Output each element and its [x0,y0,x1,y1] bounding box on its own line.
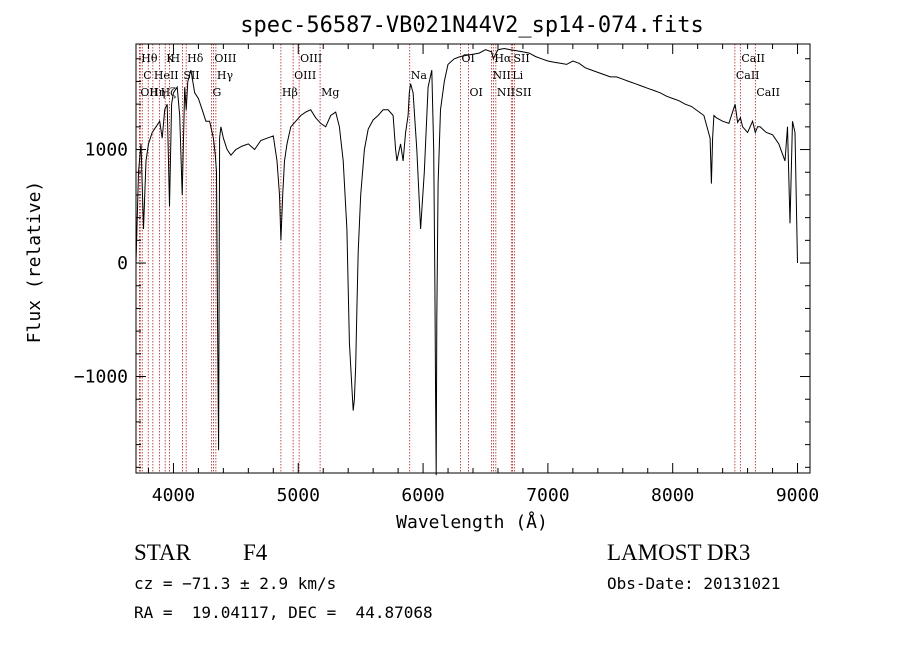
line-marker-label: Hη [149,86,165,99]
x-axis-ticks: 4000 5000 6000 7000 8000 9000 [147,44,819,506]
line-marker-label: Hα [494,52,512,65]
line-marker-label: Na [411,69,428,82]
line-marker-label: Mg [321,86,339,99]
line-marker-label: SII [513,52,529,65]
y-axis-label: Flux (relative) [24,181,45,344]
y-tick-label: −1000 [74,367,128,388]
line-marker-label: OI [470,86,483,99]
line-marker-label: K [166,52,175,65]
observation-date: Obs-Date: 20131021 [607,574,781,593]
x-tick-label: 6000 [401,485,444,506]
line-marker-label: HeII [154,69,179,82]
x-tick-label: 8000 [651,485,694,506]
y-axis-ticks: −1000 0 1000 [74,58,810,468]
plot-frame [135,43,811,474]
line-marker-label: OIII [300,52,322,65]
line-marker-label: OIII [294,69,316,82]
line-marker-label: NII [497,86,515,99]
redshift-value: cz = −71.3 ± 2.9 km/s [134,574,337,593]
line-marker-label: Hγ [217,69,234,82]
x-tick-label: 5000 [277,485,320,506]
line-marker-label: Li [512,69,523,82]
line-marker-label: H [170,52,180,65]
line-marker-label: CaII [736,69,760,82]
line-marker-label: Hθ [141,52,158,65]
line-marker-label: OIII [214,52,236,65]
emission-line-markers [138,44,756,473]
line-marker-label: G [213,86,222,99]
line-marker-label: Hβ [282,86,298,99]
line-marker-label: CaII [756,86,780,99]
line-marker-label: C [143,69,151,82]
line-marker-label: SII [515,86,531,99]
line-marker-label: OII [140,86,158,99]
x-axis-label: Wavelength (Å) [396,511,548,533]
line-marker-label: Hδ [187,52,204,65]
object-class: STAR [134,540,191,565]
object-subclass: F4 [243,540,268,565]
x-tick-label: 4000 [152,485,195,506]
x-tick-label: 7000 [526,485,569,506]
line-marker-label: CaII [741,52,765,65]
y-tick-label: 1000 [85,140,128,161]
y-tick-label: 0 [117,253,128,274]
chart-title: spec-56587-VB021N44V2_sp14-074.fits [240,13,704,38]
emission-line-labels: Hθ OII C Hη HeII Hζ KH SII Hδ OIII Hγ G Hβ OIII OIII Mg… [140,52,780,99]
survey-name: LAMOST DR3 [607,540,751,565]
x-tick-label: 9000 [776,485,819,506]
line-marker-label: NII [492,69,510,82]
coordinates: RA = 19.04117, DEC = 44.87068 [134,603,433,622]
line-marker-label: Hζ [161,86,177,99]
spectrum-line [135,47,798,476]
